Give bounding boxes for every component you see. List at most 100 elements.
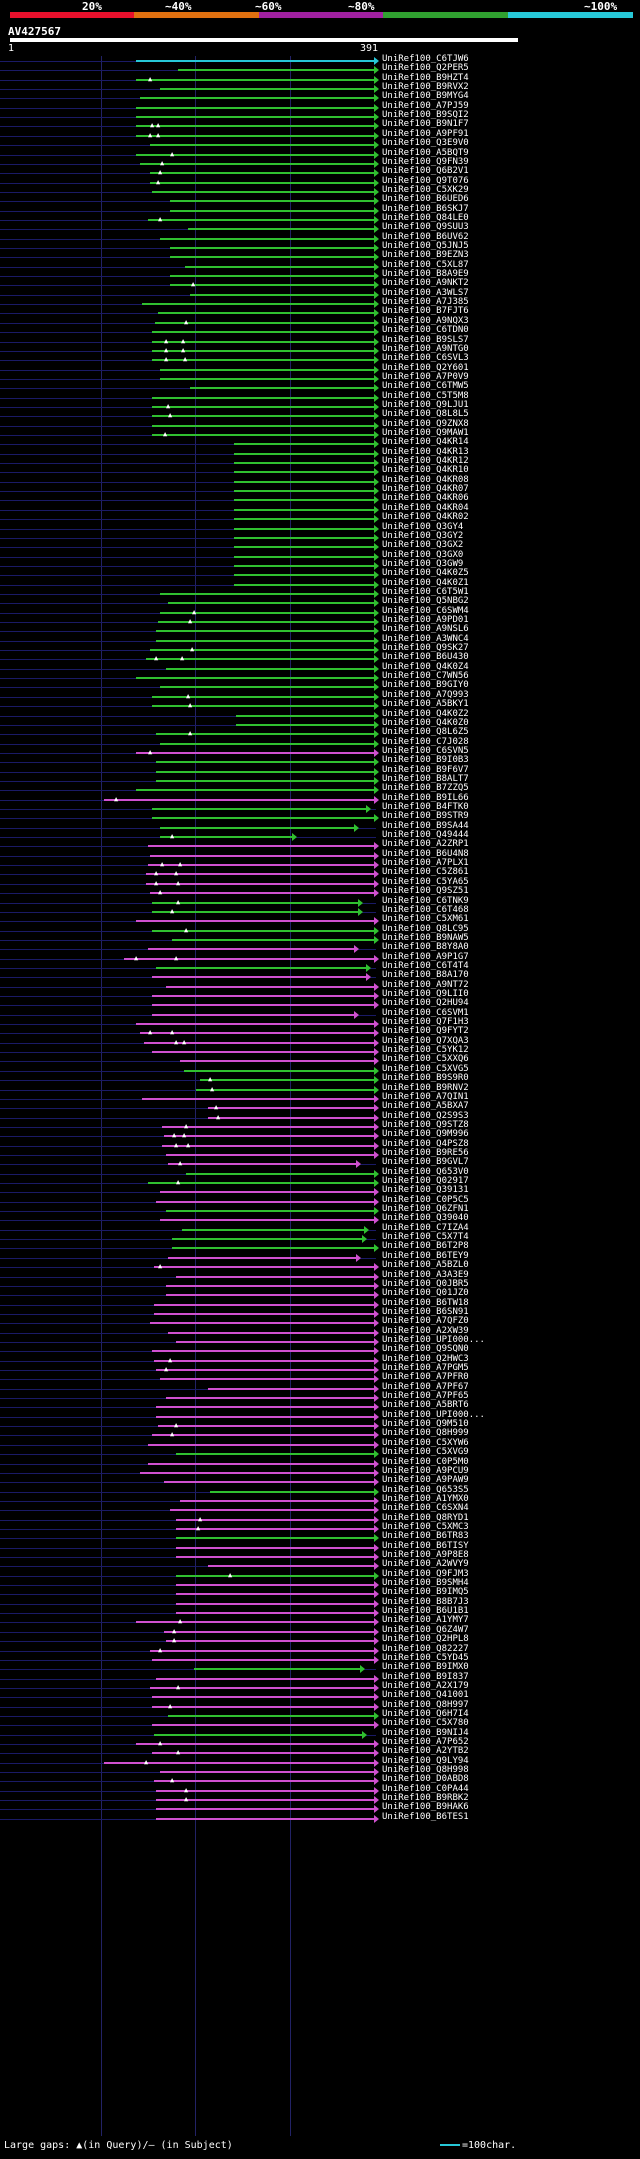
- hit-label[interactable]: UniRef100_C5XXQ6: [382, 1054, 469, 1065]
- hit-label[interactable]: UniRef100_B9I0B3: [382, 755, 469, 766]
- hit-label[interactable]: UniRef100_Q9FN39: [382, 156, 469, 167]
- hit-alignment-bar[interactable]: [160, 1378, 374, 1381]
- hit-alignment-bar[interactable]: [176, 1593, 374, 1596]
- hit-row[interactable]: UniRef100_A9NT72: [0, 980, 640, 992]
- hit-label[interactable]: UniRef100_A9PAW9: [382, 1475, 469, 1486]
- hit-row[interactable]: UniRef100_Q3GW9: [0, 559, 640, 571]
- hit-label[interactable]: UniRef100_Q9SZ51: [382, 886, 469, 897]
- hit-label[interactable]: UniRef100_C5YD45: [382, 1652, 469, 1663]
- hit-alignment-bar[interactable]: [152, 396, 374, 399]
- hit-row[interactable]: UniRef100_B9EZN3: [0, 250, 640, 262]
- hit-row[interactable]: ▲ UniRef100_Q9MAW1: [0, 428, 640, 440]
- hit-label[interactable]: UniRef100_B6UED6: [382, 194, 469, 205]
- hit-label[interactable]: UniRef100_Q4K0Z1: [382, 577, 469, 588]
- hit-alignment-bar[interactable]: [136, 116, 374, 119]
- hit-row[interactable]: ▲ UniRef100_B9IL66: [0, 793, 640, 805]
- hit-row[interactable]: UniRef100_C6TDN0: [0, 325, 640, 337]
- hit-label[interactable]: UniRef100_C5XL87: [382, 259, 469, 270]
- hit-label[interactable]: UniRef100_Q4KR13: [382, 446, 469, 457]
- hit-alignment-bar[interactable]: [146, 658, 374, 661]
- hit-label[interactable]: UniRef100_B8Y8A0: [382, 942, 469, 953]
- hit-row[interactable]: UniRef100_Q4K0Z5: [0, 568, 640, 580]
- hit-alignment-bar[interactable]: [186, 1172, 374, 1175]
- hit-label[interactable]: UniRef100_Q4K0Z5: [382, 568, 469, 579]
- hit-row[interactable]: UniRef100_Q9SUU3: [0, 222, 640, 234]
- hit-row[interactable]: ▲ UniRef100_B9RBK2: [0, 1793, 640, 1805]
- hit-label[interactable]: UniRef100_Q4KR12: [382, 456, 469, 467]
- hit-row[interactable]: UniRef100_Q4KR10: [0, 465, 640, 477]
- hit-row[interactable]: ▲ UniRef100_Q02917: [0, 1176, 640, 1188]
- hit-alignment-bar[interactable]: [158, 621, 374, 623]
- hit-alignment-bar[interactable]: [150, 892, 374, 895]
- hit-row[interactable]: UniRef100_C5X780: [0, 1718, 640, 1730]
- hit-alignment-bar[interactable]: [172, 938, 374, 941]
- hit-row[interactable]: UniRef100_Q4KR12: [0, 456, 640, 468]
- hit-alignment-bar[interactable]: [152, 910, 358, 913]
- hit-label[interactable]: UniRef100_Q5NBG2: [382, 596, 469, 607]
- hit-alignment-bar[interactable]: [136, 1743, 374, 1745]
- hit-row[interactable]: UniRef100_A5BRT6: [0, 1400, 640, 1412]
- hit-row[interactable]: UniRef100_B6SKJ7: [0, 204, 640, 216]
- hit-label[interactable]: UniRef100_A9PF91: [382, 128, 469, 139]
- hit-alignment-bar[interactable]: [208, 1107, 374, 1110]
- hit-row[interactable]: UniRef100_A7PF65: [0, 1391, 640, 1403]
- hit-alignment-bar[interactable]: [156, 779, 374, 782]
- hit-row[interactable]: UniRef100_B6TISY: [0, 1541, 640, 1553]
- hit-row[interactable]: ▲ UniRef100_B9HZT4: [0, 73, 640, 85]
- hit-label[interactable]: UniRef100_Q2HWC3: [382, 1353, 469, 1364]
- hit-alignment-bar[interactable]: [150, 1686, 374, 1689]
- hit-alignment-bar[interactable]: [234, 508, 374, 511]
- hit-alignment-bar[interactable]: [160, 611, 374, 614]
- hit-row[interactable]: UniRef100_Q41001: [0, 1690, 640, 1702]
- hit-row[interactable]: ▲ UniRef100_Q8H997: [0, 1700, 640, 1712]
- hit-label[interactable]: UniRef100_Q4KR10: [382, 465, 469, 476]
- hit-row[interactable]: ▲ ▲ UniRef100_A7PLX1: [0, 858, 640, 870]
- hit-row[interactable]: ▲ ▲ UniRef100_A9NTG0: [0, 344, 640, 356]
- hit-alignment-bar[interactable]: [154, 1359, 374, 1362]
- hit-row[interactable]: ▲ UniRef100_C6TNK9: [0, 895, 640, 908]
- hit-alignment-bar[interactable]: [156, 630, 374, 633]
- hit-label[interactable]: UniRef100_A7PF67: [382, 1381, 469, 1392]
- hit-alignment-bar[interactable]: [234, 555, 374, 558]
- hit-label[interactable]: UniRef100_A7QFZ0: [382, 1316, 469, 1327]
- hit-row[interactable]: UniRef100_C5T5M8: [0, 391, 640, 403]
- hit-row[interactable]: UniRef100_A7QIN1: [0, 1092, 640, 1104]
- hit-label[interactable]: UniRef100_C5XK29: [382, 184, 469, 195]
- hit-row[interactable]: ▲ ▲ UniRef100_B6U430: [0, 652, 640, 664]
- hit-label[interactable]: UniRef100_Q2HU94: [382, 998, 469, 1009]
- hit-label[interactable]: UniRef100_B6TW18: [382, 1297, 469, 1308]
- hit-label[interactable]: UniRef100_B9GIY0: [382, 680, 469, 691]
- hit-alignment-bar[interactable]: [166, 1294, 374, 1297]
- hit-label[interactable]: UniRef100_B6T2P8: [382, 1241, 469, 1252]
- hit-label[interactable]: UniRef100_B6U4N8: [382, 848, 469, 859]
- hit-label[interactable]: UniRef100_C6TNK9: [382, 895, 469, 906]
- hit-row[interactable]: UniRef100_C7WN56: [0, 671, 640, 683]
- hit-label[interactable]: UniRef100_C6SXN4: [382, 1503, 469, 1514]
- hit-alignment-bar[interactable]: [148, 1443, 374, 1446]
- hit-row[interactable]: UniRef100_A7PJ59: [0, 101, 640, 113]
- hit-alignment-bar[interactable]: [234, 527, 374, 530]
- hit-alignment-bar[interactable]: [156, 770, 374, 773]
- hit-row[interactable]: UniRef100_A2WVY9: [0, 1559, 640, 1571]
- hit-label[interactable]: UniRef100_C5X7T4: [382, 1232, 469, 1243]
- hit-alignment-bar[interactable]: [176, 1574, 374, 1577]
- hit-alignment-bar[interactable]: [184, 1069, 374, 1072]
- hit-alignment-bar[interactable]: [140, 1471, 374, 1474]
- hit-row[interactable]: ▲ UniRef100_C5XMC3: [0, 1522, 640, 1534]
- hit-row[interactable]: UniRef100_B6T2P8: [0, 1241, 640, 1253]
- hit-alignment-bar[interactable]: [160, 368, 374, 371]
- hit-alignment-bar[interactable]: [148, 1462, 374, 1465]
- hit-alignment-bar[interactable]: [176, 1602, 374, 1605]
- hit-label[interactable]: UniRef100_B6UV62: [382, 231, 469, 242]
- hit-row[interactable]: UniRef100_A1YMX0: [0, 1494, 640, 1506]
- hit-row[interactable]: UniRef100_A7QFZ0: [0, 1316, 640, 1328]
- hit-label[interactable]: UniRef100_B9I837: [382, 1671, 469, 1682]
- hit-label[interactable]: UniRef100_C5XYW6: [382, 1437, 469, 1448]
- hit-row[interactable]: ▲ UniRef100_B9GVL7: [0, 1157, 640, 1169]
- hit-label[interactable]: UniRef100_B9MYG4: [382, 91, 469, 102]
- hit-label[interactable]: UniRef100_C6SVN5: [382, 745, 469, 756]
- hit-row[interactable]: UniRef100_Q3GX2: [0, 540, 640, 552]
- hit-alignment-bar[interactable]: [210, 1490, 374, 1493]
- hit-label[interactable]: UniRef100_Q4KR14: [382, 437, 469, 448]
- hit-row[interactable]: UniRef100_Q01JZ0: [0, 1288, 640, 1300]
